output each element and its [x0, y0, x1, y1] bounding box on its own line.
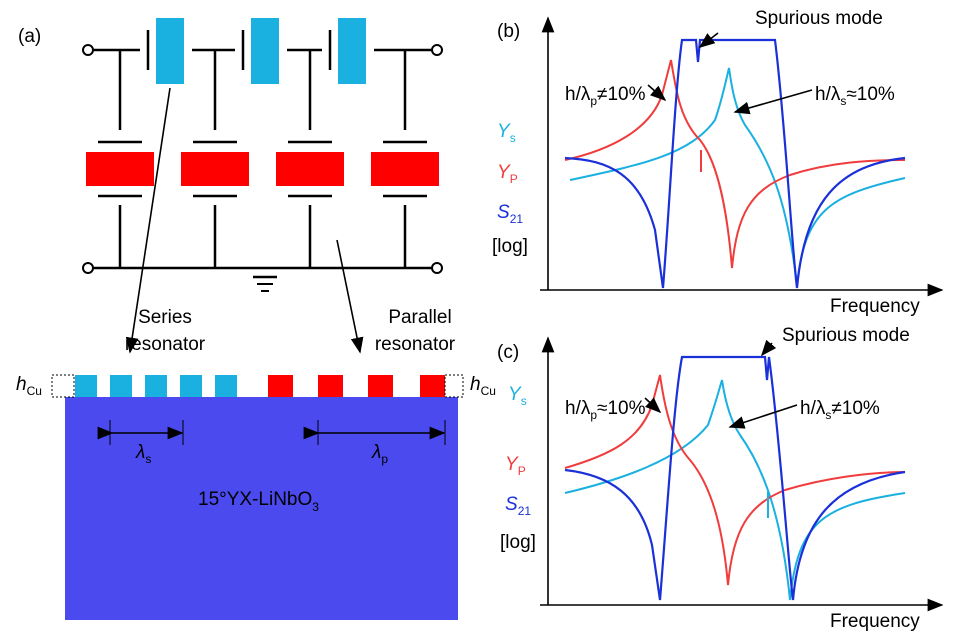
text-part: ≠10%	[831, 398, 880, 419]
parallel-label: Parallel	[388, 307, 451, 328]
series-label: resonator	[125, 334, 206, 355]
figure: (a) Series resonator Parallel resonator …	[0, 0, 956, 633]
text-part: λ	[135, 442, 145, 463]
text-part: p	[381, 452, 388, 466]
text-part: s	[145, 452, 151, 466]
text-part: P	[510, 172, 518, 186]
text-part: h	[16, 374, 27, 395]
text-part: h/λ	[800, 398, 826, 419]
annotation: h/λs≠10%	[800, 398, 880, 422]
text-part: ≈10%	[846, 84, 895, 105]
parallel-electrodes	[268, 375, 445, 397]
annotation: Spurious mode	[782, 325, 910, 346]
panel-label: (a)	[18, 26, 41, 47]
text-part: Cu	[27, 384, 42, 398]
legend-entry: S21	[505, 494, 531, 518]
annotation: h/λp≈10%	[565, 398, 646, 422]
text-part: h/λ	[565, 398, 591, 419]
text-part: ≈10%	[597, 398, 646, 419]
text-part: 15°YX-LiNbO	[198, 489, 312, 510]
annotation: h/λp≠10%	[565, 84, 646, 108]
text-part: h	[470, 374, 481, 395]
thickness-label: hCu	[470, 374, 496, 398]
text-part: h/λ	[565, 84, 591, 105]
series-electrodes	[75, 375, 237, 397]
text-part: λ	[371, 442, 381, 463]
text-part: P	[518, 464, 526, 478]
text-part: 21	[510, 212, 524, 226]
text-part: s	[521, 394, 527, 408]
text-part: S	[505, 494, 518, 515]
plot-b	[540, 18, 942, 290]
thickness-label: hCu	[16, 374, 42, 398]
circuit	[83, 18, 442, 352]
text-part: s	[510, 131, 516, 145]
text-part: 21	[518, 504, 532, 518]
text-part: h/λ	[815, 84, 841, 105]
text-part: Cu	[481, 384, 496, 398]
text-part: S	[497, 202, 510, 223]
x-axis-label: Frequency	[830, 296, 920, 317]
annotation: Spurious mode	[755, 8, 883, 29]
legend-entry: Ys	[497, 121, 516, 145]
series-label: Series	[138, 307, 192, 328]
scale-label: [log]	[492, 236, 528, 257]
legend-entry: YP	[505, 454, 526, 478]
x-axis-label: Frequency	[830, 611, 920, 632]
panel-label: (c)	[497, 342, 519, 363]
text-part: ≠10%	[597, 84, 646, 105]
legend-entry: YP	[497, 162, 518, 186]
scale-label: [log]	[500, 532, 536, 553]
text-part: 3	[312, 500, 319, 514]
legend-entry: Ys	[508, 384, 527, 408]
panel-label: (b)	[497, 21, 520, 42]
plot-c	[540, 338, 942, 605]
legend-entry: S21	[497, 202, 523, 226]
parallel-label: resonator	[375, 334, 456, 355]
annotation: h/λs≈10%	[815, 84, 895, 108]
